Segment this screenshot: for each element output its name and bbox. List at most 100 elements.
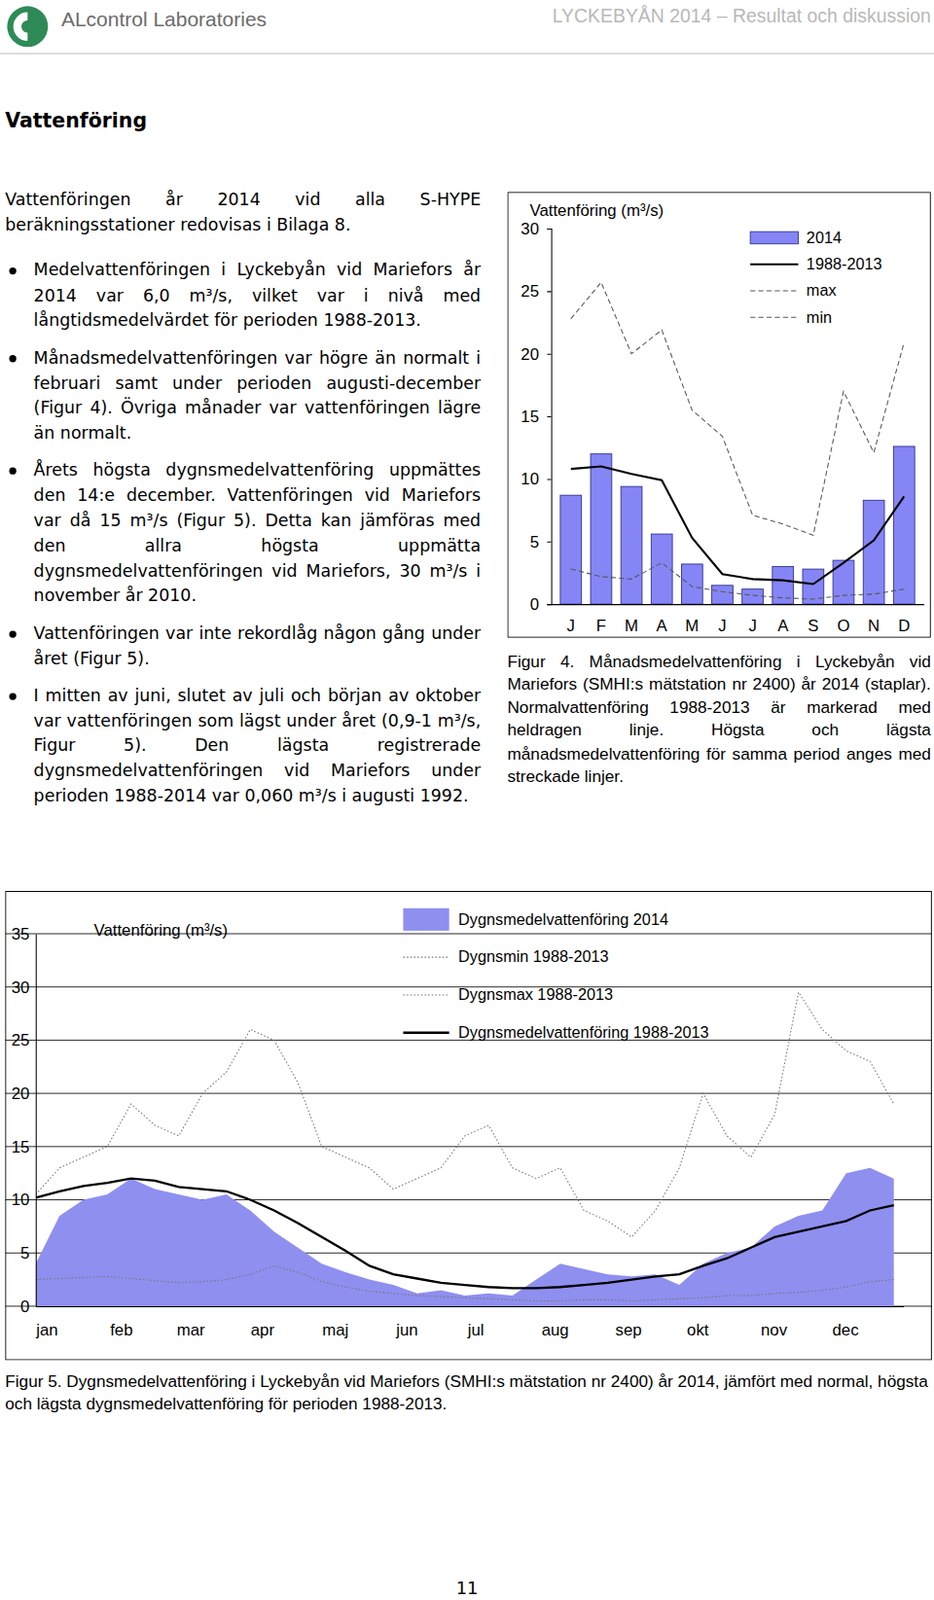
y-tick: 25 — [520, 282, 551, 301]
legend-label: max — [806, 281, 837, 299]
x-tick: F — [596, 604, 607, 636]
x-tick: feb — [109, 1306, 133, 1340]
y-tick-label: 10 — [520, 469, 539, 489]
y-tick-label: 20 — [11, 1084, 31, 1104]
legend-swatch — [402, 908, 449, 932]
bar — [862, 500, 885, 605]
x-tick-label: S — [807, 616, 819, 636]
x-tick-label: M — [624, 616, 639, 636]
y-tick: 35 — [11, 925, 36, 944]
bullet-dot — [8, 467, 16, 475]
x-tick: A — [656, 604, 669, 636]
y-tick: 30 — [520, 219, 551, 239]
bar — [712, 585, 734, 605]
y-tick: 15 — [11, 1138, 36, 1157]
bullet-dot — [8, 692, 16, 700]
y-axis-title: Vattenföring (m³/s) — [94, 921, 229, 940]
x-tick-label: nov — [760, 1321, 789, 1340]
x-tick-label: jul — [467, 1321, 485, 1340]
x-tick: S — [807, 604, 819, 636]
x-tick-label: okt — [686, 1321, 710, 1340]
x-tick: jun — [395, 1306, 418, 1340]
bar — [590, 454, 612, 605]
x-tick-label: A — [656, 616, 669, 636]
series-line — [35, 992, 895, 1238]
bar — [620, 486, 643, 605]
bullet-item: Medelvattenföringen i Lyckebyån vid Mari… — [4, 258, 481, 334]
x-tick: nov — [760, 1306, 789, 1340]
x-tick-label: sep — [615, 1321, 643, 1340]
y-tick-label: 15 — [11, 1138, 31, 1157]
bar — [742, 589, 764, 605]
bullet-dot — [8, 630, 16, 638]
plot-area — [560, 282, 915, 605]
bullet-text: Årets högsta dygnsmedelvattenföring uppm… — [34, 461, 482, 607]
bar — [560, 495, 582, 605]
x-tick: maj — [322, 1306, 349, 1340]
grid-line — [4, 1146, 933, 1148]
x-tick-label: jan — [35, 1321, 58, 1340]
x-tick: okt — [686, 1306, 710, 1340]
legend-label: Dygnsmedelvattenföring 2014 — [458, 910, 669, 929]
series-area — [35, 1168, 895, 1307]
y-tick-mark — [546, 604, 551, 606]
bullet-text: I mitten av juni, slutet av juli och bör… — [34, 685, 482, 806]
chart-figure-5: 05101520253035janfebmaraprmajjunjulaugse… — [4, 891, 933, 1362]
y-tick: 5 — [530, 533, 552, 552]
y-tick-label: 0 — [20, 1297, 30, 1317]
y-tick-label: 35 — [11, 925, 31, 944]
y-tick-mark — [546, 541, 551, 543]
legend-swatch — [750, 317, 798, 319]
chart-frame — [5, 891, 933, 1361]
caption: Figur 4. Månadsmedelvattenföring i Lycke… — [506, 649, 931, 788]
x-tick: M — [684, 604, 699, 636]
page-number: 11 — [0, 1578, 934, 1599]
y-tick-label: 30 — [520, 219, 539, 239]
y-tick-label: 5 — [530, 533, 539, 552]
legend-swatch — [402, 1032, 449, 1035]
y-tick: 10 — [520, 469, 551, 489]
y-tick: 30 — [11, 978, 36, 998]
legend-label: 1988-2013 — [806, 254, 883, 273]
series-line — [571, 467, 904, 585]
bullet-text: Vattenföringen var inte rekordlåg någon … — [34, 623, 482, 669]
x-tick-label: maj — [322, 1321, 349, 1340]
x-tick: J — [748, 604, 756, 636]
y-tick: 0 — [20, 1297, 36, 1317]
logo-mark — [13, 12, 29, 41]
bar — [893, 446, 915, 605]
header-right: LYCKEBYÅN 2014 – Resultat och diskussion — [552, 4, 932, 28]
y-tick-mark — [546, 290, 551, 292]
y-tick: 20 — [11, 1084, 36, 1104]
y-tick-label: 30 — [11, 978, 31, 998]
x-tick: N — [867, 604, 880, 636]
series-line — [35, 1179, 895, 1290]
series-line — [571, 282, 904, 536]
bar — [681, 564, 703, 605]
x-tick-label: F — [596, 616, 607, 636]
section-title: Vattenföring — [4, 108, 147, 133]
bullet-item: Årets högsta dygnsmedelvattenföring uppm… — [4, 458, 481, 610]
x-tick: apr — [251, 1306, 276, 1340]
bullet-text: Medelvattenföringen i Lyckebyån vid Mari… — [34, 260, 482, 331]
y-axis: 05101520253035 — [11, 925, 36, 1317]
x-tick-label: A — [777, 616, 790, 636]
bullet-item: Vattenföringen var inte rekordlåg någon … — [4, 621, 481, 673]
x-tick: J — [567, 604, 575, 636]
y-tick-mark — [546, 416, 551, 418]
header-left: ALcontrol Laboratories — [61, 7, 267, 32]
caption: Figur 5. Dygnsmedelvattenföring i Lyckeb… — [4, 1369, 930, 1416]
x-tick: A — [777, 604, 790, 636]
header-rule — [0, 53, 934, 55]
x-tick-label: jun — [395, 1321, 418, 1340]
bar — [650, 534, 673, 605]
legend-label: min — [806, 308, 832, 326]
plot-area — [35, 992, 895, 1307]
legend-label: Dygnsmin 1988-2013 — [458, 947, 609, 966]
x-tick-label: J — [718, 616, 726, 636]
x-tick-label: O — [836, 616, 850, 636]
logo — [3, 2, 51, 50]
legend-swatch — [750, 289, 798, 291]
y-tick: 25 — [11, 1031, 36, 1050]
x-tick: aug — [541, 1306, 570, 1340]
